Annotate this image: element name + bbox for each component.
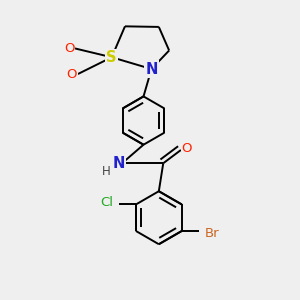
Text: Br: Br	[205, 226, 219, 239]
Text: S: S	[106, 50, 117, 65]
Text: O: O	[182, 142, 192, 155]
Text: O: O	[64, 42, 74, 55]
Text: Cl: Cl	[100, 196, 113, 209]
Text: N: N	[145, 61, 158, 76]
Text: O: O	[67, 68, 77, 80]
Text: N: N	[113, 156, 125, 171]
Text: H: H	[101, 165, 110, 178]
